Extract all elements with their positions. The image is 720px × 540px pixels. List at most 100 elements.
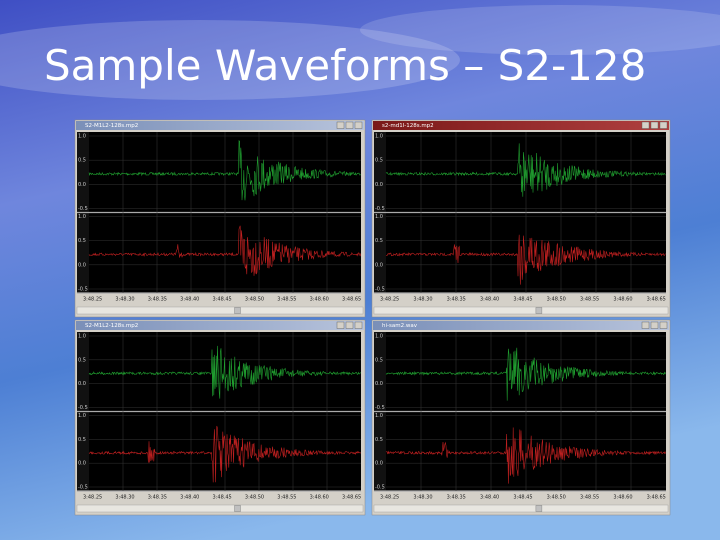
waveform <box>385 234 666 285</box>
scroll-thumb[interactable] <box>234 307 241 314</box>
time-label: 3:48.40 <box>180 495 199 501</box>
waveform <box>385 427 666 484</box>
time-label: 3:48.60 <box>613 495 632 501</box>
waveform <box>385 143 666 197</box>
waveform <box>88 345 361 399</box>
y-label: 0.5 <box>78 357 86 363</box>
scrollbar[interactable] <box>373 504 669 513</box>
time-label: 3:48.35 <box>148 495 167 501</box>
y-label: 1.0 <box>78 134 86 140</box>
window-button[interactable] <box>336 321 345 329</box>
y-label: -0.5 <box>78 287 88 293</box>
scroll-thumb[interactable] <box>535 505 543 512</box>
time-label: 3:48.60 <box>613 297 632 303</box>
y-label: 1.0 <box>375 334 383 340</box>
time-label: 3:48.65 <box>342 495 361 501</box>
y-label: -0.5 <box>78 485 88 491</box>
y-label: 0.0 <box>78 262 86 268</box>
y-label: 1.0 <box>78 334 86 340</box>
windows: S2-M1L2-128s.mp2 1.0 0.5 0.0 -0.5 1.0 0.5 0.0 -0… <box>74 119 671 516</box>
title-bar <box>76 321 364 330</box>
window-button[interactable] <box>336 121 345 129</box>
window-button[interactable] <box>354 321 363 329</box>
time-label: 3:48.25 <box>380 297 399 303</box>
time-label: 3:48.35 <box>447 495 466 501</box>
window-button[interactable] <box>659 121 668 129</box>
waveform <box>385 347 666 401</box>
window-button[interactable] <box>345 121 354 129</box>
scrollbar[interactable] <box>373 306 669 315</box>
time-label: 3:48.40 <box>180 297 199 303</box>
y-label: 0.0 <box>78 182 86 188</box>
y-label: -0.5 <box>375 287 385 293</box>
time-label: 3:48.30 <box>115 297 134 303</box>
window-button[interactable] <box>650 321 659 329</box>
y-label: 0.0 <box>375 381 383 387</box>
slide-title: Sample Waveforms – S2-128 <box>44 41 646 90</box>
window-button[interactable] <box>650 121 659 129</box>
waveform-window: S2-M1L2-128s.mp2 1.0 0.5 0.0 -0.5 1.0 0.5 0.0 -0… <box>74 319 366 516</box>
title-bar <box>373 121 669 130</box>
time-label: 3:48.30 <box>115 495 134 501</box>
y-label: -0.5 <box>78 405 88 411</box>
time-label: 3:48.30 <box>413 297 432 303</box>
time-label: 3:48.30 <box>413 495 432 501</box>
y-label: 0.5 <box>78 158 86 164</box>
window-button[interactable] <box>641 121 650 129</box>
window-title: s2-md1l-128s.mp2 <box>382 123 434 129</box>
time-label: 3:48.40 <box>480 495 499 501</box>
time-label: 3:48.45 <box>213 495 232 501</box>
window-button[interactable] <box>659 321 668 329</box>
waveform-window: hi-sam2.wav 1.0 0.5 0.0 -0.5 1.0 0.5 0.0 -0.5 3:4… <box>371 319 671 516</box>
cloud <box>360 5 720 55</box>
time-label: 3:48.35 <box>447 297 466 303</box>
time-label: 3:48.45 <box>213 297 232 303</box>
time-label: 3:48.25 <box>380 495 399 501</box>
time-label: 3:48.55 <box>277 297 296 303</box>
window-button[interactable] <box>345 321 354 329</box>
time-label: 3:48.35 <box>148 297 167 303</box>
y-label: 1.0 <box>375 214 383 220</box>
time-label: 3:48.65 <box>647 495 666 501</box>
time-label: 3:48.50 <box>547 297 566 303</box>
y-label: 0.0 <box>375 182 383 188</box>
time-label: 3:48.55 <box>580 495 599 501</box>
title-bar <box>76 121 364 130</box>
time-label: 3:48.50 <box>547 495 566 501</box>
time-label: 3:48.65 <box>342 297 361 303</box>
waveform <box>88 225 362 276</box>
time-label: 3:48.50 <box>245 495 264 501</box>
scroll-thumb[interactable] <box>535 307 543 314</box>
scroll-thumb[interactable] <box>234 505 241 512</box>
y-label: -0.5 <box>375 405 385 411</box>
time-label: 3:48.45 <box>513 495 532 501</box>
time-label: 3:48.55 <box>580 297 599 303</box>
time-label: 3:48.25 <box>83 297 102 303</box>
time-label: 3:48.40 <box>480 297 499 303</box>
y-label: -0.5 <box>375 485 385 491</box>
waveform <box>88 425 362 483</box>
window-button[interactable] <box>354 121 363 129</box>
time-label: 3:48.45 <box>513 297 532 303</box>
scrollbar[interactable] <box>76 306 364 315</box>
time-label: 3:48.50 <box>245 297 264 303</box>
y-label: 0.5 <box>375 238 383 244</box>
y-label: 0.5 <box>78 238 86 244</box>
time-label: 3:48.60 <box>310 297 329 303</box>
y-label: -0.5 <box>375 206 385 212</box>
window-button[interactable] <box>641 321 650 329</box>
waveform-window: S2-M1L2-128s.mp2 1.0 0.5 0.0 -0.5 1.0 0.5 0.0 -0… <box>74 119 366 318</box>
waveform-window: s2-md1l-128s.mp2 1.0 0.5 0.0 -0.5 1.0 0.5 0.0 -0… <box>371 119 671 318</box>
y-label: 0.5 <box>375 437 383 443</box>
window-title: S2-M1L2-128s.mp2 <box>85 323 138 329</box>
y-label: 0.5 <box>375 357 383 363</box>
y-label: 0.0 <box>78 381 86 387</box>
scrollbar[interactable] <box>76 504 364 513</box>
y-label: 1.0 <box>375 134 383 140</box>
y-label: 0.0 <box>375 262 383 268</box>
title-bar <box>373 321 669 330</box>
y-label: 1.0 <box>78 413 86 419</box>
y-label: 1.0 <box>375 413 383 419</box>
cloud <box>0 20 460 100</box>
